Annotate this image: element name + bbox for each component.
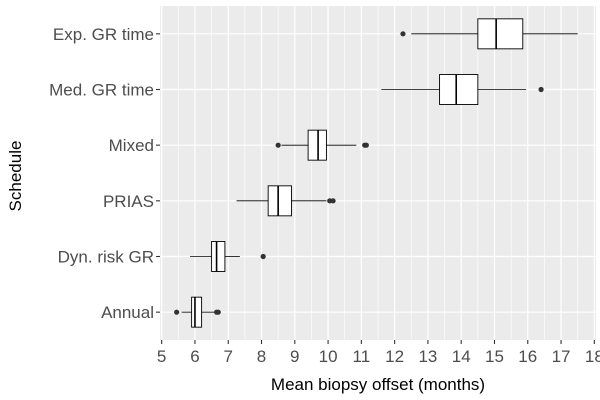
y-tick-label: Mixed <box>109 136 154 155</box>
x-tick-label: 16 <box>518 347 537 366</box>
x-tick-label: 18 <box>585 347 600 366</box>
y-tick-label: Dyn. risk GR <box>58 248 154 267</box>
box-iqr <box>477 18 524 50</box>
x-tick-label: 11 <box>353 347 371 366</box>
x-tick-label: 6 <box>190 347 199 366</box>
box-dyn-risk-gr <box>189 241 266 272</box>
x-tick-label: 17 <box>552 347 571 366</box>
x-axis: 5 6 7 8 9 10 11 12 13 14 15 16 17 18 <box>157 340 600 366</box>
x-tick-label: 15 <box>485 347 504 366</box>
outlier-point <box>215 309 221 315</box>
outlier-point <box>400 31 406 37</box>
x-axis-title: Mean biopsy offset (months) <box>271 375 485 394</box>
box-iqr <box>439 74 479 105</box>
x-tick-label: 13 <box>418 347 437 366</box>
outlier-point <box>538 86 544 93</box>
box-exp-gr-time <box>400 18 578 50</box>
x-tick-label: 14 <box>452 347 471 366</box>
box-group <box>174 18 578 328</box>
box-iqr <box>211 241 226 272</box>
grid-major <box>160 6 596 340</box>
y-tick-label: Exp. GR time <box>53 25 154 44</box>
x-tick-label: 9 <box>290 347 299 366</box>
x-tick-label: 12 <box>385 347 404 366</box>
y-tick-label: Med. GR time <box>49 81 154 100</box>
box-iqr <box>267 185 292 217</box>
outlier-point <box>330 198 336 204</box>
outlier-point <box>260 253 266 260</box>
y-axis: Exp. GR time Med. GR time Mixed PRIAS Dyn. r… <box>49 25 160 322</box>
y-tick-label: PRIAS <box>103 192 154 211</box>
grid-minor <box>178 6 578 340</box>
x-tick-label: 8 <box>257 347 266 366</box>
y-axis-title: Schedule <box>6 141 25 212</box>
box-prias <box>236 185 336 217</box>
box-annual <box>174 296 221 328</box>
box-iqr <box>191 296 203 328</box>
x-tick-label: 7 <box>223 347 232 366</box>
outlier-point <box>174 309 180 315</box>
box-iqr <box>307 129 327 161</box>
x-tick-label: 5 <box>157 347 166 366</box>
box-med-gr-time <box>381 74 544 105</box>
outlier-point <box>363 142 369 148</box>
box-mixed <box>275 129 369 161</box>
outlier-point <box>275 142 281 148</box>
y-tick-label: Annual <box>101 303 154 322</box>
x-tick-label: 10 <box>319 347 338 366</box>
